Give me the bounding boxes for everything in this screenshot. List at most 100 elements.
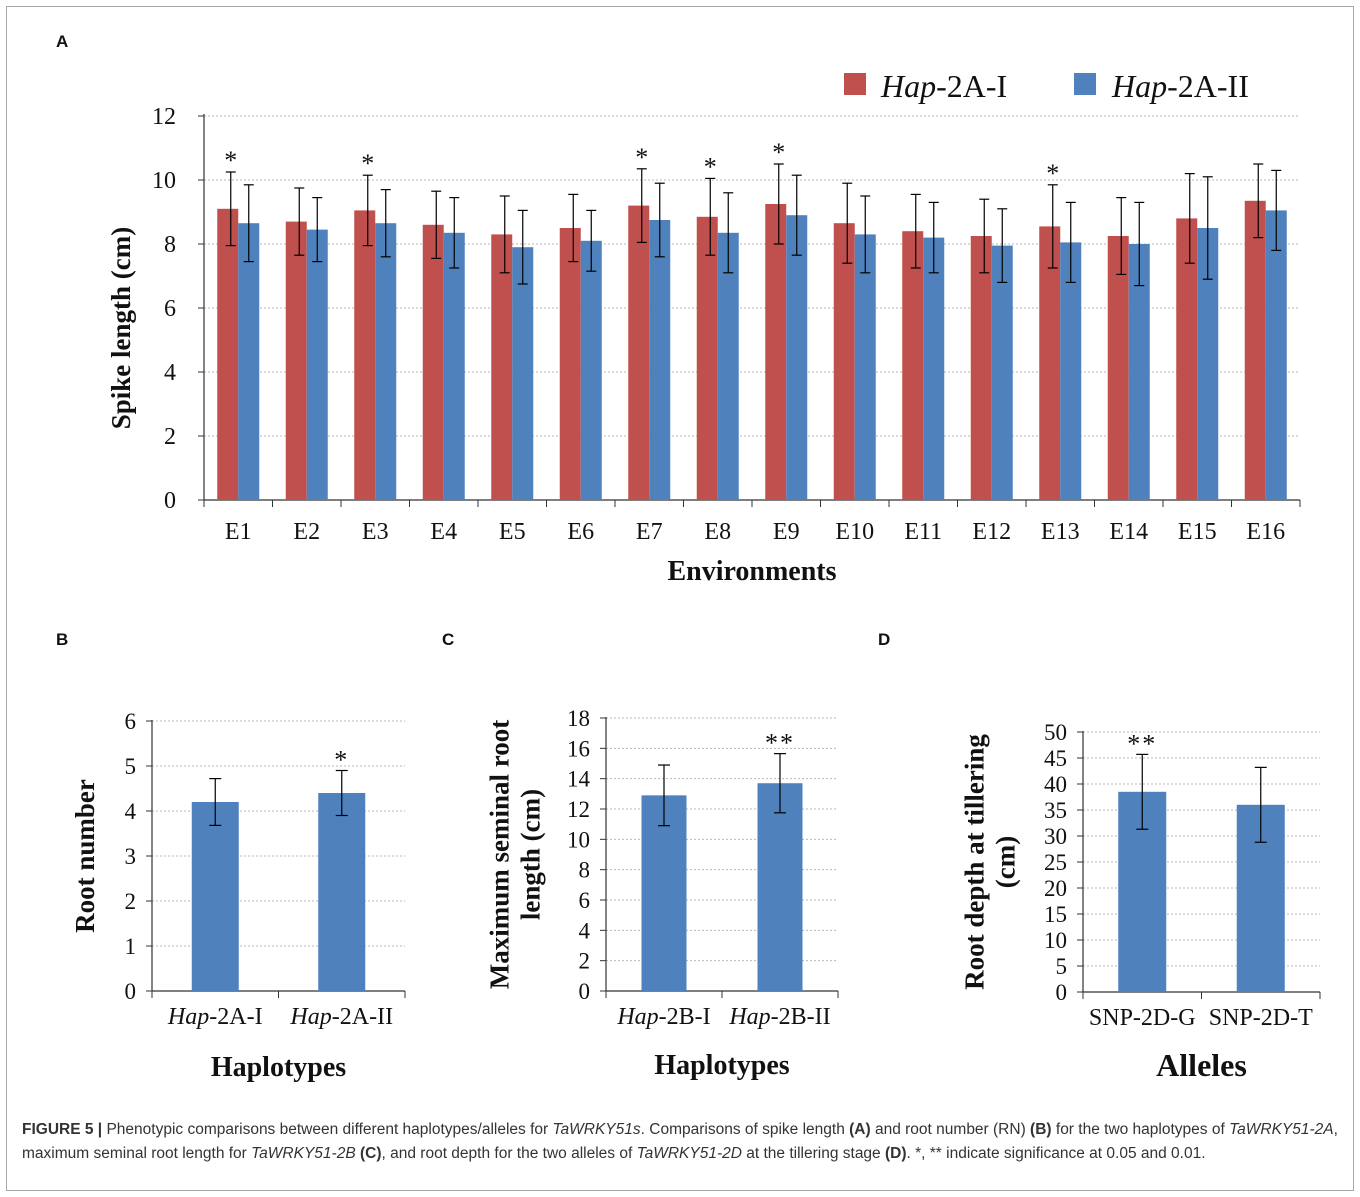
y-tick-label: 0: [579, 979, 591, 1004]
y-tick-label: 10: [152, 168, 176, 194]
y-tick-label: 2: [164, 424, 176, 450]
y-tick-label: 3: [125, 844, 137, 869]
x-tick-label: E12: [972, 519, 1011, 545]
bar: [757, 783, 803, 991]
y-tick-label: 1: [125, 934, 137, 959]
y-tick-label: 0: [1056, 980, 1068, 1005]
panel-letter: D: [878, 630, 890, 649]
caption-text: , and root depth for the two alleles of: [381, 1145, 637, 1162]
bar: [717, 232, 739, 501]
x-tick-label: Hap-2A-II: [289, 1004, 393, 1030]
significance-marker: *: [635, 143, 648, 172]
panel-b: B 0 1 2 3 4 5 6 Hap-2A-I * Hap-2A-II Root number Hap…: [56, 630, 406, 1083]
caption-gene: TaWRKY51s: [552, 1121, 641, 1138]
significance-marker: *: [772, 138, 785, 167]
y-tick-label: 6: [164, 296, 176, 322]
x-tick-label: E14: [1109, 519, 1148, 545]
panel-letter: C: [442, 630, 454, 649]
bar: [1039, 226, 1061, 500]
x-tick-label: E16: [1246, 519, 1285, 545]
x-tick-label: SNP-2D-G: [1089, 1005, 1196, 1031]
y-tick-label: 8: [579, 858, 591, 883]
panel-a: A 0 2 4 6 8 10 12 * E1 E2 * E3 E4 E5 E6 * E7 * E8 * E9 E10 E11 E…: [56, 32, 1301, 587]
caption-text: for the two haplotypes of: [1051, 1121, 1230, 1138]
caption-gene: TaWRKY51-2D: [636, 1145, 742, 1162]
x-axis-title: Alleles: [1156, 1047, 1247, 1083]
bar: [375, 223, 397, 500]
bar: [696, 216, 718, 501]
panel-c: C 0 2 4 6 8 10 12 14 16 18 Hap-2B-I ** Hap-2B-II Maxim…: [442, 630, 839, 1081]
bar: [580, 240, 602, 501]
significance-marker: *: [334, 746, 349, 775]
bar: [786, 215, 808, 500]
panel-letter: A: [56, 32, 68, 51]
caption-gene: TaWRKY51-2A: [1229, 1121, 1334, 1138]
legend-label: Hap-2A-II: [1111, 68, 1249, 104]
bar: [1244, 200, 1266, 501]
y-axis-title: Root depth at tillering: [960, 734, 990, 990]
y-tick-label: 14: [567, 767, 591, 792]
bar: [1197, 228, 1219, 500]
y-tick-label: 30: [1044, 824, 1067, 849]
bar: [238, 223, 260, 500]
caption-text: , maximum seminal root length for: [22, 1121, 1338, 1162]
x-tick-label: Hap-2B-I: [616, 1004, 710, 1030]
bar: [833, 223, 855, 500]
caption-gene: TaWRKY51-2B: [251, 1145, 356, 1162]
bar: [923, 237, 945, 500]
bar: [902, 231, 924, 500]
caption-text: . Comparisons of spike length: [640, 1121, 850, 1138]
legend-swatch: [844, 73, 866, 95]
y-tick-label: 12: [152, 104, 176, 130]
caption-text: Phenotypic comparisons between different…: [102, 1121, 553, 1138]
bar: [1060, 242, 1082, 500]
figure-caption: FIGURE 5 | Phenotypic comparisons betwee…: [22, 1118, 1338, 1166]
y-axis-title: Root number: [70, 779, 100, 933]
y-tick-label: 35: [1044, 798, 1067, 823]
bar: [422, 224, 444, 501]
bar: [854, 234, 876, 500]
caption-text: and root number (RN): [870, 1121, 1031, 1138]
legend-label: Hap-2A-I: [880, 68, 1007, 104]
bar: [1107, 236, 1129, 500]
x-axis-title: Haplotypes: [654, 1050, 789, 1081]
x-tick-label: E10: [835, 519, 874, 545]
bar: [491, 234, 513, 500]
bar: [285, 221, 307, 500]
x-tick-label: E6: [567, 519, 594, 545]
y-axis-title: Maximum seminal root: [485, 720, 515, 989]
x-tick-label: Hap-2A-I: [167, 1004, 263, 1030]
significance-marker: **: [1127, 729, 1157, 758]
bar: [1128, 244, 1150, 500]
x-tick-label: Hap-2B-II: [728, 1004, 830, 1030]
significance-marker: **: [765, 729, 795, 758]
x-tick-label: E13: [1041, 519, 1080, 545]
bar: [1265, 210, 1287, 500]
x-axis-title: Haplotypes: [211, 1052, 346, 1083]
x-axis-title: Environments: [667, 556, 836, 587]
y-tick-label: 10: [1044, 928, 1067, 953]
significance-marker: *: [1046, 159, 1059, 188]
y-tick-label: 50: [1044, 720, 1067, 745]
caption-panel-ref: (B): [1030, 1121, 1052, 1138]
caption-panel-ref: (D): [884, 1145, 907, 1162]
x-tick-label: E15: [1178, 519, 1217, 545]
bar: [354, 210, 376, 500]
panel-letter: B: [56, 630, 68, 649]
caption-text: . *, ** indicate significance at 0.05 an…: [906, 1145, 1206, 1162]
y-tick-label: 0: [164, 488, 176, 514]
bar: [649, 220, 671, 500]
significance-marker: *: [224, 146, 237, 175]
x-tick-label: E2: [293, 519, 320, 545]
y-tick-label: 10: [567, 827, 590, 852]
bar: [318, 793, 366, 991]
y-tick-label: 6: [125, 709, 137, 734]
y-tick-label: 25: [1044, 850, 1067, 875]
bar: [217, 208, 239, 501]
x-tick-label: E5: [499, 519, 526, 545]
bar: [765, 204, 787, 500]
y-tick-label: 20: [1044, 876, 1067, 901]
y-axis-title: (cm): [991, 836, 1021, 888]
